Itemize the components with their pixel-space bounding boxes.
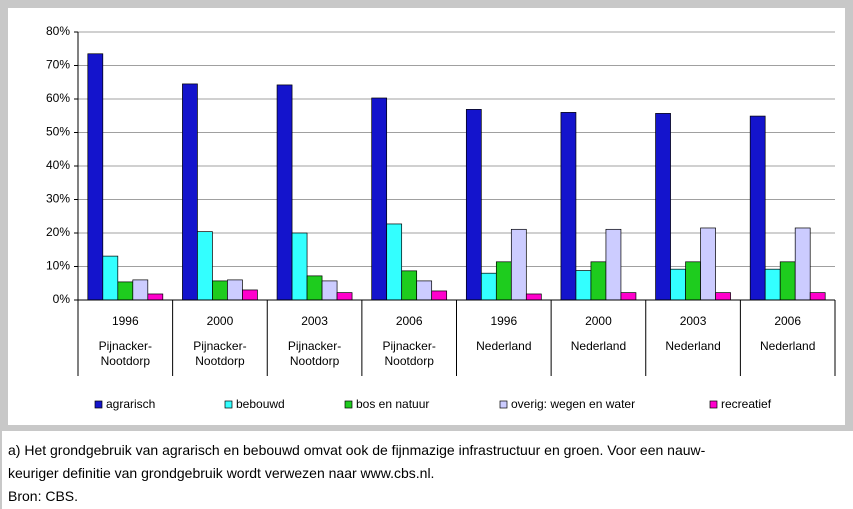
legend-label: overig: wegen en water bbox=[511, 397, 635, 411]
y-tick-label: 50% bbox=[46, 125, 70, 139]
category-group-label: Nederland bbox=[665, 339, 721, 353]
x-tick-label: 1996 bbox=[490, 314, 517, 328]
legend-swatch bbox=[499, 400, 508, 409]
bar bbox=[495, 261, 512, 301]
legend-label: bebouwd bbox=[236, 397, 285, 411]
x-tick-label: 1996 bbox=[112, 314, 139, 328]
bar bbox=[560, 112, 577, 301]
footnote: Bron: CBS. bbox=[8, 488, 79, 504]
bar bbox=[416, 280, 433, 301]
bar bbox=[670, 268, 686, 301]
bar bbox=[117, 281, 134, 301]
legend-swatch bbox=[709, 400, 718, 409]
category-group-label: Nederland bbox=[476, 339, 532, 353]
bar bbox=[147, 293, 164, 301]
category-group-label: Pijnacker-Nootdorp bbox=[98, 339, 152, 368]
y-tick-label: 40% bbox=[46, 158, 70, 172]
bar bbox=[575, 270, 592, 301]
bar bbox=[809, 292, 826, 301]
y-tick-label: 10% bbox=[46, 259, 70, 273]
legend-swatch bbox=[344, 400, 353, 409]
bar bbox=[212, 280, 228, 301]
bar bbox=[794, 227, 811, 301]
y-tick-label: 80% bbox=[46, 24, 70, 38]
bar bbox=[182, 83, 198, 301]
legend-label: agrarisch bbox=[106, 397, 155, 411]
bar bbox=[590, 261, 607, 301]
bar bbox=[510, 228, 527, 301]
category-group-label: Pijnacker-Nootdorp bbox=[382, 339, 436, 368]
legend-swatch bbox=[224, 400, 233, 409]
y-tick-label: 20% bbox=[46, 225, 70, 239]
bar bbox=[291, 232, 308, 301]
bar bbox=[321, 280, 338, 301]
bar bbox=[655, 113, 671, 301]
y-tick-label: 30% bbox=[46, 192, 70, 206]
y-tick-label: 0% bbox=[53, 292, 71, 306]
category-group-label: Pijnacker-Nootdorp bbox=[193, 339, 247, 368]
bar bbox=[386, 223, 403, 301]
note-border bbox=[0, 431, 2, 509]
category-group-label: Nederland bbox=[760, 339, 816, 353]
bar bbox=[749, 115, 766, 301]
bar bbox=[197, 231, 213, 301]
y-tick-label: 60% bbox=[46, 91, 70, 105]
bar bbox=[102, 255, 119, 301]
footnote: keuriger definitie van grondgebruik word… bbox=[8, 465, 435, 481]
x-tick-label: 2003 bbox=[680, 314, 707, 328]
bar bbox=[242, 289, 258, 301]
bar bbox=[715, 292, 731, 301]
bar bbox=[685, 261, 701, 301]
bar bbox=[132, 279, 149, 301]
bar bbox=[306, 275, 323, 301]
category-group-label: Nederland bbox=[570, 339, 627, 353]
bar bbox=[336, 292, 353, 301]
bar bbox=[431, 290, 448, 301]
bar bbox=[480, 272, 497, 301]
y-tick-label: 70% bbox=[46, 58, 70, 72]
bar bbox=[276, 84, 293, 301]
bar bbox=[779, 261, 796, 301]
bar bbox=[227, 279, 243, 301]
bar bbox=[700, 227, 716, 301]
bar bbox=[371, 97, 388, 301]
x-tick-label: 2000 bbox=[585, 314, 612, 328]
footnote: a) Het grondgebruik van agrarisch en beb… bbox=[8, 442, 706, 458]
legend-swatch bbox=[94, 400, 103, 409]
bar bbox=[764, 268, 781, 301]
bar bbox=[401, 270, 418, 301]
x-tick-label: 2006 bbox=[396, 314, 423, 328]
x-tick-label: 2000 bbox=[207, 314, 234, 328]
x-tick-label: 2006 bbox=[774, 314, 801, 328]
bar bbox=[87, 53, 104, 301]
bar bbox=[605, 228, 622, 301]
bar bbox=[620, 292, 637, 301]
legend-label: bos en natuur bbox=[356, 397, 429, 411]
x-tick-label: 2003 bbox=[301, 314, 328, 328]
category-group-label: Pijnacker-Nootdorp bbox=[287, 339, 342, 368]
legend-label: recreatief bbox=[721, 397, 772, 411]
chart-panel bbox=[8, 8, 845, 425]
bar bbox=[525, 293, 542, 301]
bar bbox=[465, 109, 482, 301]
